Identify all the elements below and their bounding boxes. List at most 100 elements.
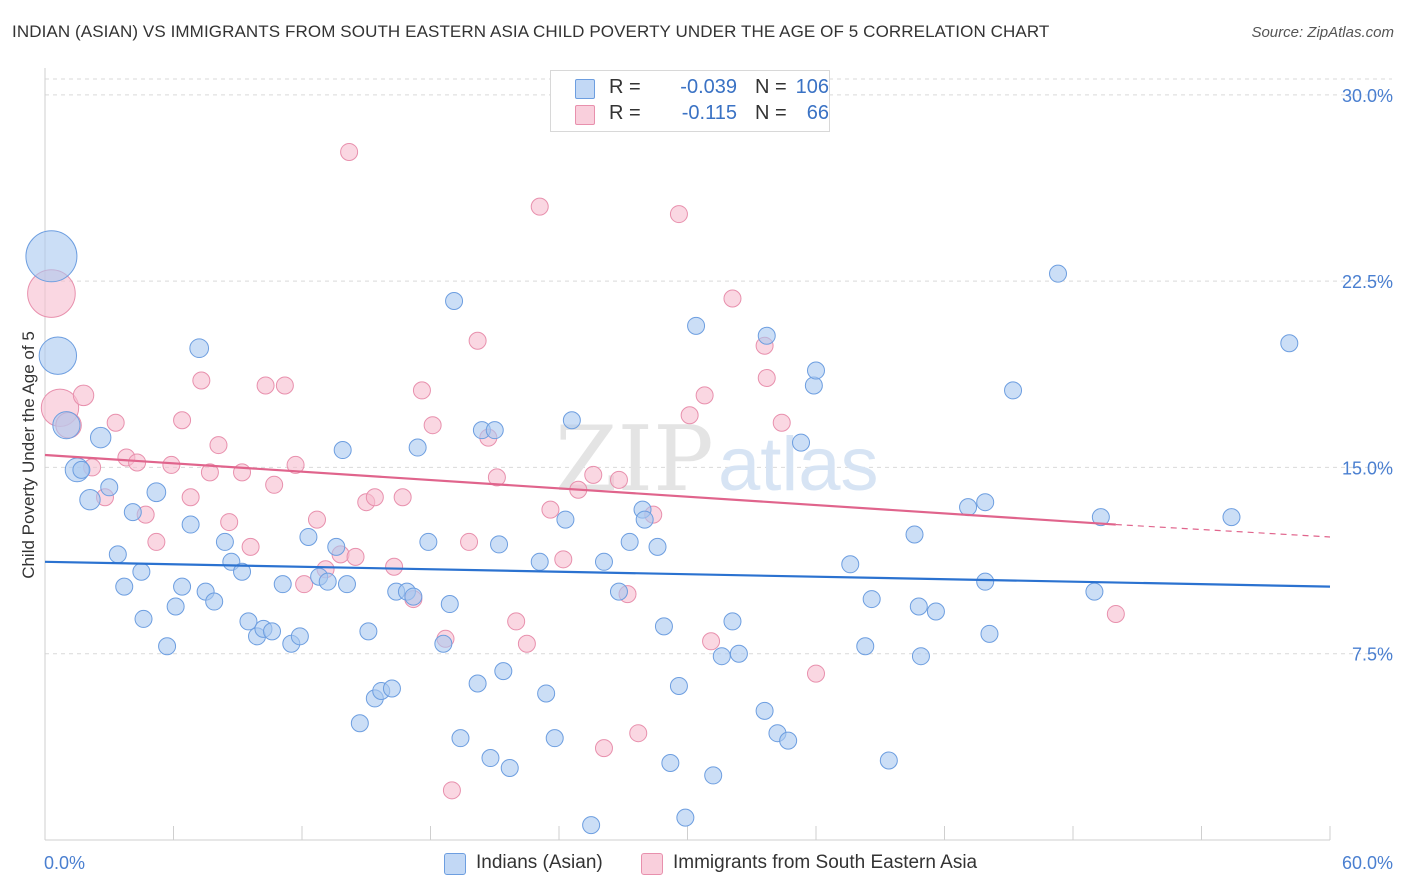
legend-swatch-blue [575, 79, 595, 99]
data-point [181, 515, 200, 534]
data-point [263, 622, 282, 641]
data-point [541, 500, 560, 519]
data-point [537, 684, 556, 703]
data-point [273, 575, 292, 594]
data-point [594, 552, 613, 571]
x-tick-label-max: 60.0% [1342, 853, 1393, 873]
data-point [911, 647, 930, 666]
data-point [661, 754, 680, 772]
data-point [629, 724, 648, 743]
data-point [162, 455, 181, 474]
data-point [704, 766, 723, 785]
data-point [485, 421, 504, 440]
data-point [52, 411, 81, 440]
data-point [408, 438, 427, 457]
data-point [337, 575, 356, 594]
data-point [757, 326, 776, 345]
data-point [494, 662, 513, 681]
data-point [106, 413, 125, 432]
data-point [440, 595, 459, 614]
data-point [205, 592, 224, 611]
data-point [147, 532, 166, 551]
data-point [419, 532, 438, 551]
legend-swatch-blue [444, 853, 466, 875]
data-point [295, 575, 314, 594]
data-point [841, 555, 860, 574]
legend-n-label: N = [755, 76, 787, 98]
data-point [256, 376, 275, 395]
data-point [909, 597, 928, 616]
y-tick-label: 22.5% [1342, 272, 1393, 292]
data-point [856, 637, 875, 656]
data-point [490, 535, 509, 554]
data-point [220, 513, 239, 532]
data-point [1049, 264, 1068, 283]
data-point [879, 751, 898, 770]
data-point [723, 612, 742, 631]
legend-n-value: 106 [795, 76, 829, 98]
data-point [393, 488, 412, 507]
data-point [507, 612, 526, 631]
data-point [38, 336, 78, 375]
data-point [265, 475, 284, 494]
chart-title: INDIAN (ASIAN) VS IMMIGRANTS FROM SOUTH … [12, 22, 1050, 41]
data-point [385, 557, 404, 576]
legend-n-label: N = [755, 102, 787, 124]
data-point [481, 749, 500, 768]
data-point [233, 562, 252, 581]
y-axis-title: Child Poverty Under the Age of 5 [19, 331, 38, 579]
trend-lines [44, 453, 1331, 588]
data-point [451, 729, 470, 748]
data-point [926, 602, 945, 621]
data-point [487, 468, 506, 487]
data-point [723, 289, 742, 308]
data-point [286, 455, 305, 474]
data-point [687, 316, 706, 335]
trend-line [44, 560, 1331, 588]
data-point [200, 463, 219, 482]
data-point [189, 338, 210, 359]
data-point [166, 597, 185, 616]
data-point [72, 384, 95, 407]
data-point [100, 478, 119, 497]
data-point [669, 677, 688, 695]
data-point [173, 411, 192, 430]
data-point [676, 808, 695, 827]
data-point [72, 460, 91, 479]
data-point [382, 679, 401, 698]
chart-source: Source: ZipAtlas.com [1251, 24, 1394, 41]
data-point [554, 550, 573, 569]
data-point [582, 816, 601, 835]
legend-series: Indians (Asian) Immigrants from South Ea… [0, 851, 1406, 877]
data-point [804, 376, 823, 395]
data-point [862, 590, 881, 609]
data-point [648, 537, 667, 556]
data-point [181, 488, 200, 507]
data-point [976, 493, 995, 512]
data-point [239, 612, 258, 631]
data-point [695, 386, 714, 405]
data-point [89, 426, 112, 449]
data-point [729, 644, 748, 663]
legend-swatch-pink [641, 853, 663, 875]
data-point [468, 674, 487, 693]
series-indians-points [25, 230, 1299, 835]
data-point [792, 433, 811, 452]
data-point [779, 731, 798, 750]
data-point [530, 197, 549, 216]
data-point [500, 758, 519, 777]
legend-swatch-pink [575, 105, 595, 125]
data-point [807, 664, 825, 683]
data-point [1280, 334, 1299, 353]
data-point [584, 465, 603, 484]
data-point [669, 205, 688, 224]
legend-r-label: R = [609, 76, 641, 98]
data-point [241, 537, 260, 556]
data-point [635, 510, 654, 529]
data-point [545, 729, 564, 748]
data-point [620, 532, 639, 551]
data-point [609, 582, 628, 601]
data-point [318, 572, 337, 591]
axis-layer: 7.5% 15.0% 22.5% 30.0% 0.0% 60.0% [44, 68, 1393, 873]
data-point [556, 510, 575, 529]
